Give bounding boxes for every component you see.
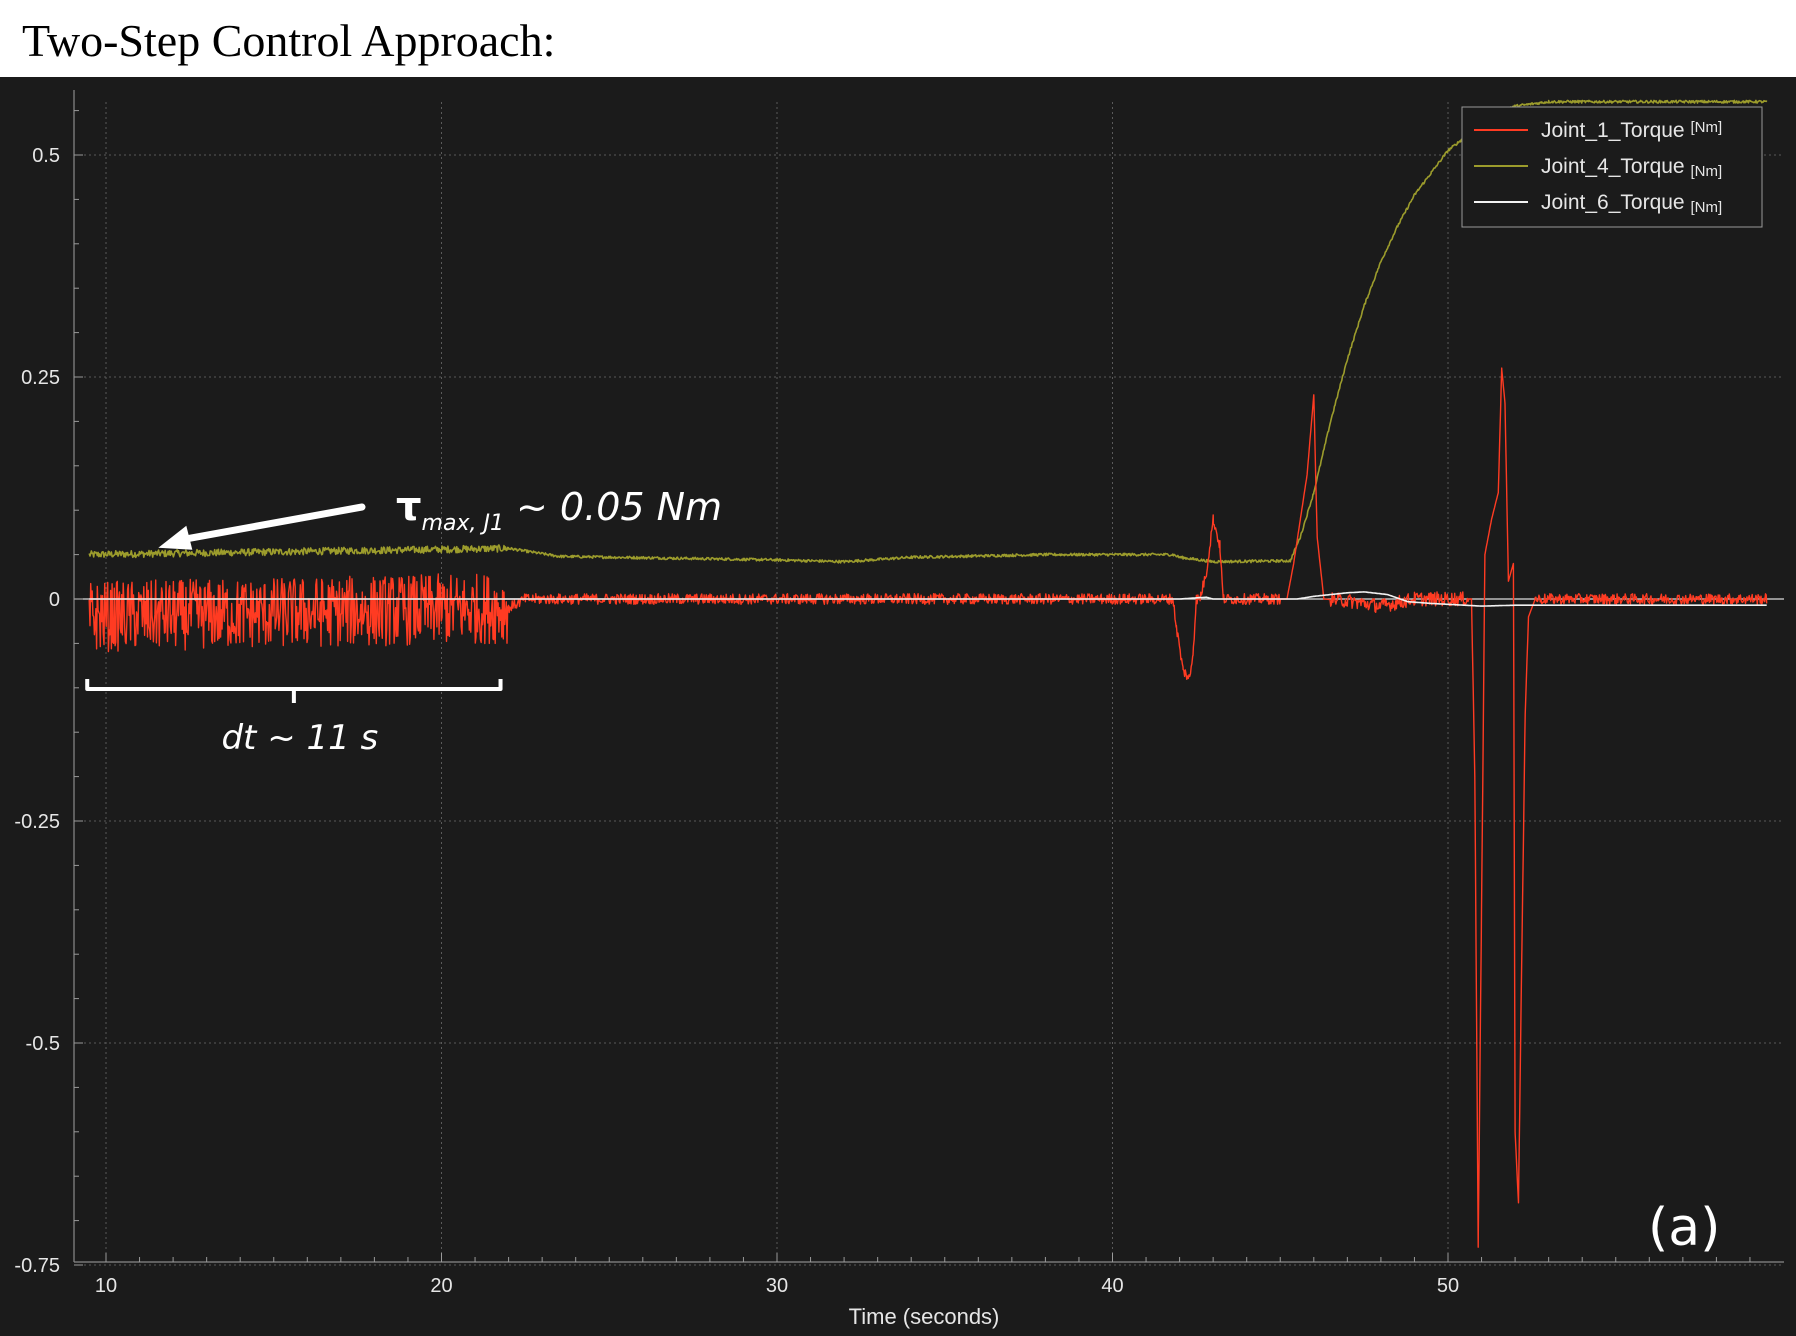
x-tick-label: 30 xyxy=(766,1275,788,1297)
annotation-arrow-head xyxy=(158,525,193,550)
legend: Joint_1_Torque [Nm]Joint_4_Torque [Nm]Jo… xyxy=(1461,106,1763,228)
annotation-arrow-shaft xyxy=(172,503,366,545)
annotation-tau-label: τmax, J1 ~ 0.05 Nm xyxy=(396,484,722,536)
y-tick-label: -0.25 xyxy=(14,811,60,833)
annotation-bracket xyxy=(85,679,503,703)
panel-label: (a) xyxy=(1648,1198,1720,1258)
x-tick-label: 20 xyxy=(430,1275,452,1297)
series-lines xyxy=(88,99,1768,1248)
plot-area: 10 20 30 40 50 0.5 0.25 0 -0.25 -0.5 -0.75 Time (se… xyxy=(0,77,1796,1336)
y-tick-label: 0 xyxy=(49,589,60,611)
y-tick-label: -0.5 xyxy=(26,1033,60,1055)
y-tick-label: 0.25 xyxy=(21,367,60,389)
x-tick-label: 10 xyxy=(95,1275,117,1297)
page-title: Two-Step Control Approach: xyxy=(22,15,556,66)
series-line-joint-6-torque xyxy=(89,591,1767,607)
axes: 10 20 30 40 50 0.5 0.25 0 -0.25 -0.5 -0.75 Time (se… xyxy=(14,90,1784,1329)
series-line-joint-1-torque xyxy=(88,367,1768,1248)
x-axis-title: Time (seconds) xyxy=(849,1304,1000,1329)
header-bar: Two-Step Control Approach: xyxy=(0,0,1796,77)
y-tick-label: 0.5 xyxy=(32,145,60,167)
annotations: τmax, J1 ~ 0.05 Nm dt ~ 11 s xyxy=(85,484,722,758)
x-tick-label: 40 xyxy=(1101,1275,1123,1297)
torque-chart: 10 20 30 40 50 0.5 0.25 0 -0.25 -0.5 -0.75 Time (se… xyxy=(14,90,1784,1329)
legend-label: Joint_1_Torque [Nm] xyxy=(1541,119,1722,142)
grid-lines xyxy=(74,102,1784,1266)
annotation-dt-label: dt ~ 11 s xyxy=(221,718,378,758)
x-tick-label: 50 xyxy=(1437,1275,1459,1297)
y-tick-label: -0.75 xyxy=(14,1255,60,1277)
